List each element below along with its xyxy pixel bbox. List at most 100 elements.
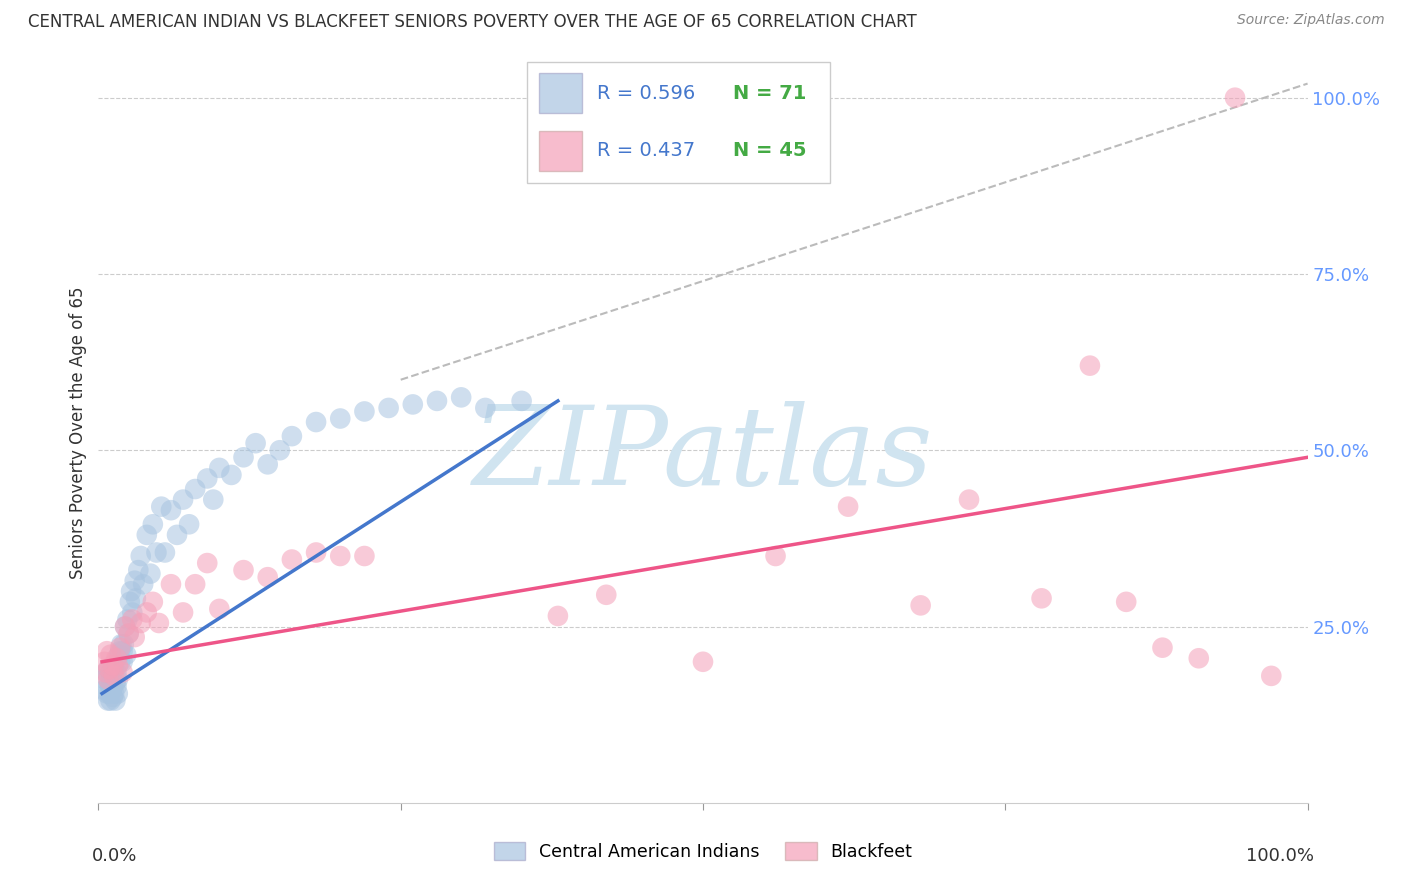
Point — [111, 655, 134, 669]
Point — [208, 602, 231, 616]
Point — [426, 393, 449, 408]
Point — [184, 577, 207, 591]
Point — [112, 637, 135, 651]
Text: 100.0%: 100.0% — [1246, 847, 1313, 865]
Point — [329, 411, 352, 425]
Point — [101, 658, 124, 673]
Point — [93, 655, 115, 669]
Point — [148, 615, 170, 630]
Point — [98, 676, 121, 690]
Point — [110, 637, 132, 651]
Point — [103, 662, 125, 676]
Point — [129, 615, 152, 630]
Point — [765, 549, 787, 563]
Point — [111, 644, 134, 658]
Point — [160, 577, 183, 591]
Point — [150, 500, 173, 514]
Point — [93, 683, 115, 698]
Point — [135, 606, 157, 620]
Point — [195, 471, 218, 485]
Point — [105, 665, 128, 680]
Point — [103, 686, 125, 700]
Point — [107, 658, 129, 673]
Point — [1223, 91, 1246, 105]
Point — [474, 401, 496, 415]
Point — [129, 549, 152, 563]
Point — [377, 401, 399, 415]
Point — [97, 662, 120, 676]
Point — [107, 686, 129, 700]
Point — [121, 606, 143, 620]
Legend: Central American Indians, Blackfeet: Central American Indians, Blackfeet — [486, 836, 920, 868]
Point — [108, 648, 131, 662]
Point — [256, 458, 278, 472]
Point — [256, 570, 278, 584]
Point — [127, 563, 149, 577]
Point — [96, 686, 118, 700]
Point — [353, 404, 375, 418]
Point — [232, 450, 254, 465]
Point — [94, 665, 117, 680]
Point — [100, 683, 122, 698]
Point — [93, 673, 115, 687]
Point — [1078, 359, 1101, 373]
Point — [232, 563, 254, 577]
Text: ZIPatlas: ZIPatlas — [472, 401, 934, 508]
Point — [108, 640, 131, 655]
Text: R = 0.437: R = 0.437 — [596, 142, 695, 161]
Point — [104, 693, 127, 707]
Point — [166, 528, 188, 542]
Point — [98, 686, 121, 700]
Point — [100, 665, 122, 680]
Point — [305, 545, 328, 559]
FancyBboxPatch shape — [540, 131, 582, 171]
Point — [281, 429, 304, 443]
Point — [510, 393, 533, 408]
Point — [125, 591, 148, 606]
Point — [547, 609, 569, 624]
Point — [1031, 591, 1053, 606]
Point — [245, 436, 267, 450]
Text: Source: ZipAtlas.com: Source: ZipAtlas.com — [1237, 13, 1385, 28]
Point — [837, 500, 859, 514]
Text: 0.0%: 0.0% — [93, 847, 138, 865]
Point — [142, 517, 165, 532]
Point — [101, 690, 124, 704]
Point — [160, 503, 183, 517]
Point — [100, 673, 122, 687]
Point — [100, 680, 122, 694]
Point — [353, 549, 375, 563]
Point — [97, 673, 120, 687]
Point — [120, 584, 142, 599]
Point — [103, 669, 125, 683]
Point — [114, 619, 136, 633]
Point — [172, 492, 194, 507]
Point — [118, 626, 141, 640]
Point — [281, 552, 304, 566]
Point — [329, 549, 352, 563]
Point — [96, 665, 118, 680]
Point — [221, 467, 243, 482]
Point — [118, 626, 141, 640]
Text: CENTRAL AMERICAN INDIAN VS BLACKFEET SENIORS POVERTY OVER THE AGE OF 65 CORRELAT: CENTRAL AMERICAN INDIAN VS BLACKFEET SEN… — [28, 13, 917, 31]
Point — [179, 517, 201, 532]
Text: R = 0.596: R = 0.596 — [596, 84, 695, 103]
Point — [107, 673, 129, 687]
FancyBboxPatch shape — [527, 62, 830, 183]
Point — [124, 630, 146, 644]
Point — [97, 693, 120, 707]
Point — [117, 612, 139, 626]
Point — [108, 644, 131, 658]
Point — [1152, 640, 1174, 655]
Point — [957, 492, 980, 507]
Point — [121, 612, 143, 626]
Point — [195, 556, 218, 570]
Point — [1260, 669, 1282, 683]
Point — [124, 574, 146, 588]
Point — [118, 595, 141, 609]
Point — [105, 680, 128, 694]
Point — [184, 482, 207, 496]
Point — [305, 415, 328, 429]
Point — [208, 461, 231, 475]
Point — [142, 595, 165, 609]
